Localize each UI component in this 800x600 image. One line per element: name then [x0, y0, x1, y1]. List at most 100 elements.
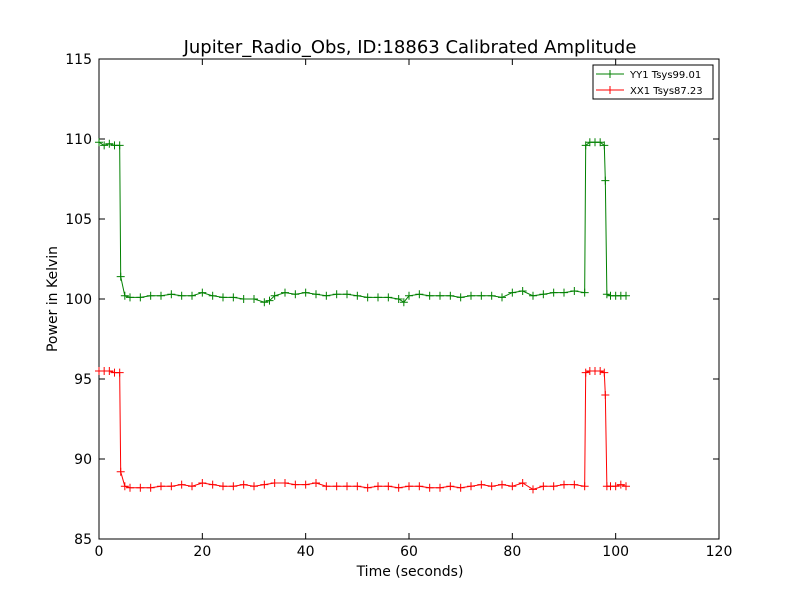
data-point	[291, 480, 300, 489]
data-point	[270, 291, 279, 300]
data-point	[508, 482, 517, 491]
data-point	[301, 288, 310, 297]
data-point	[126, 293, 134, 302]
data-point	[456, 483, 465, 492]
legend: YY1 Tsys99.01 XX1 Tsys87.23	[592, 64, 714, 100]
data-point	[487, 482, 496, 491]
data-point	[177, 291, 186, 300]
data-point	[116, 467, 125, 476]
data-point	[291, 290, 300, 299]
data-point	[332, 290, 341, 299]
data-point	[301, 480, 310, 489]
data-point	[529, 291, 537, 300]
data-point	[265, 296, 274, 305]
data-point	[146, 483, 155, 492]
data-point	[581, 368, 590, 377]
x-tick-label: 100	[602, 544, 629, 560]
y-axis: 85 90 95 100 105 110 115	[65, 52, 719, 548]
legend-marker	[606, 70, 614, 78]
data-point	[601, 176, 610, 185]
data-point	[363, 293, 372, 302]
data-point	[600, 141, 609, 150]
data-point	[167, 482, 176, 491]
data-point	[529, 485, 537, 494]
data-point	[115, 368, 124, 377]
x-tick-label: 120	[706, 544, 733, 560]
data-point	[332, 482, 341, 491]
data-point	[219, 482, 227, 491]
data-point	[126, 483, 134, 492]
data-point	[394, 483, 403, 492]
x-tick-label: 80	[503, 544, 521, 560]
legend-item: YY1 Tsys99.01	[596, 70, 701, 81]
data-point	[115, 141, 124, 150]
data-point	[95, 138, 103, 147]
data-point	[281, 479, 289, 487]
legend-marker	[606, 86, 614, 94]
data-point	[239, 295, 248, 303]
data-point	[105, 367, 114, 375]
series-1	[95, 367, 630, 494]
data-point	[384, 482, 393, 491]
data-point	[229, 482, 238, 491]
data-point	[100, 141, 109, 150]
x-tick-label: 0	[95, 544, 104, 560]
data-point	[250, 295, 258, 303]
data-point	[415, 290, 424, 299]
data-point	[157, 482, 165, 491]
data-point	[250, 482, 258, 491]
data-point	[580, 482, 589, 491]
y-tick-label: 90	[74, 452, 92, 468]
data-point	[498, 293, 506, 302]
data-point	[270, 479, 279, 487]
x-axis: 0 20 40 60 80 100 120	[95, 59, 733, 560]
data-point	[322, 482, 331, 491]
data-point	[229, 293, 238, 302]
data-point	[136, 483, 145, 492]
data-point	[353, 482, 362, 491]
data-point	[281, 288, 289, 297]
data-point	[446, 291, 455, 300]
data-point	[312, 290, 320, 299]
data-point	[622, 482, 630, 491]
legend-label: YY1 Tsys99.01	[629, 70, 701, 81]
data-point	[467, 482, 475, 491]
y-tick-label: 95	[74, 372, 92, 388]
data-point	[508, 288, 517, 297]
data-point	[363, 483, 372, 492]
data-point	[446, 482, 455, 491]
data-point	[518, 479, 527, 487]
data-point	[560, 480, 568, 489]
data-point	[219, 293, 227, 302]
data-point	[560, 288, 568, 297]
data-point	[415, 482, 424, 491]
y-axis-label: Power in Kelvin	[45, 246, 61, 352]
data-point	[602, 290, 611, 299]
data-point	[477, 480, 486, 489]
data-point	[188, 482, 196, 491]
y-tick-label: 115	[65, 52, 92, 68]
data-point	[312, 479, 320, 487]
data-point	[399, 298, 408, 307]
legend-box	[592, 64, 714, 100]
data-point	[622, 291, 630, 300]
data-point	[120, 482, 129, 491]
series-0	[95, 138, 630, 307]
y-tick-label: 105	[65, 212, 92, 228]
data-point	[539, 482, 548, 491]
chart-title: Jupiter_Radio_Obs, ID:18863 Calibrated A…	[183, 37, 637, 58]
data-point	[384, 293, 393, 302]
data-point	[425, 483, 434, 492]
data-point	[570, 287, 579, 295]
x-tick-label: 20	[193, 544, 211, 560]
data-point	[581, 141, 590, 150]
data-point	[239, 480, 248, 489]
data-point	[436, 291, 444, 300]
y-tick-label: 85	[74, 532, 92, 548]
data-point	[596, 138, 605, 147]
data-point	[136, 293, 145, 302]
data-point	[343, 290, 351, 299]
data-point	[120, 291, 129, 300]
